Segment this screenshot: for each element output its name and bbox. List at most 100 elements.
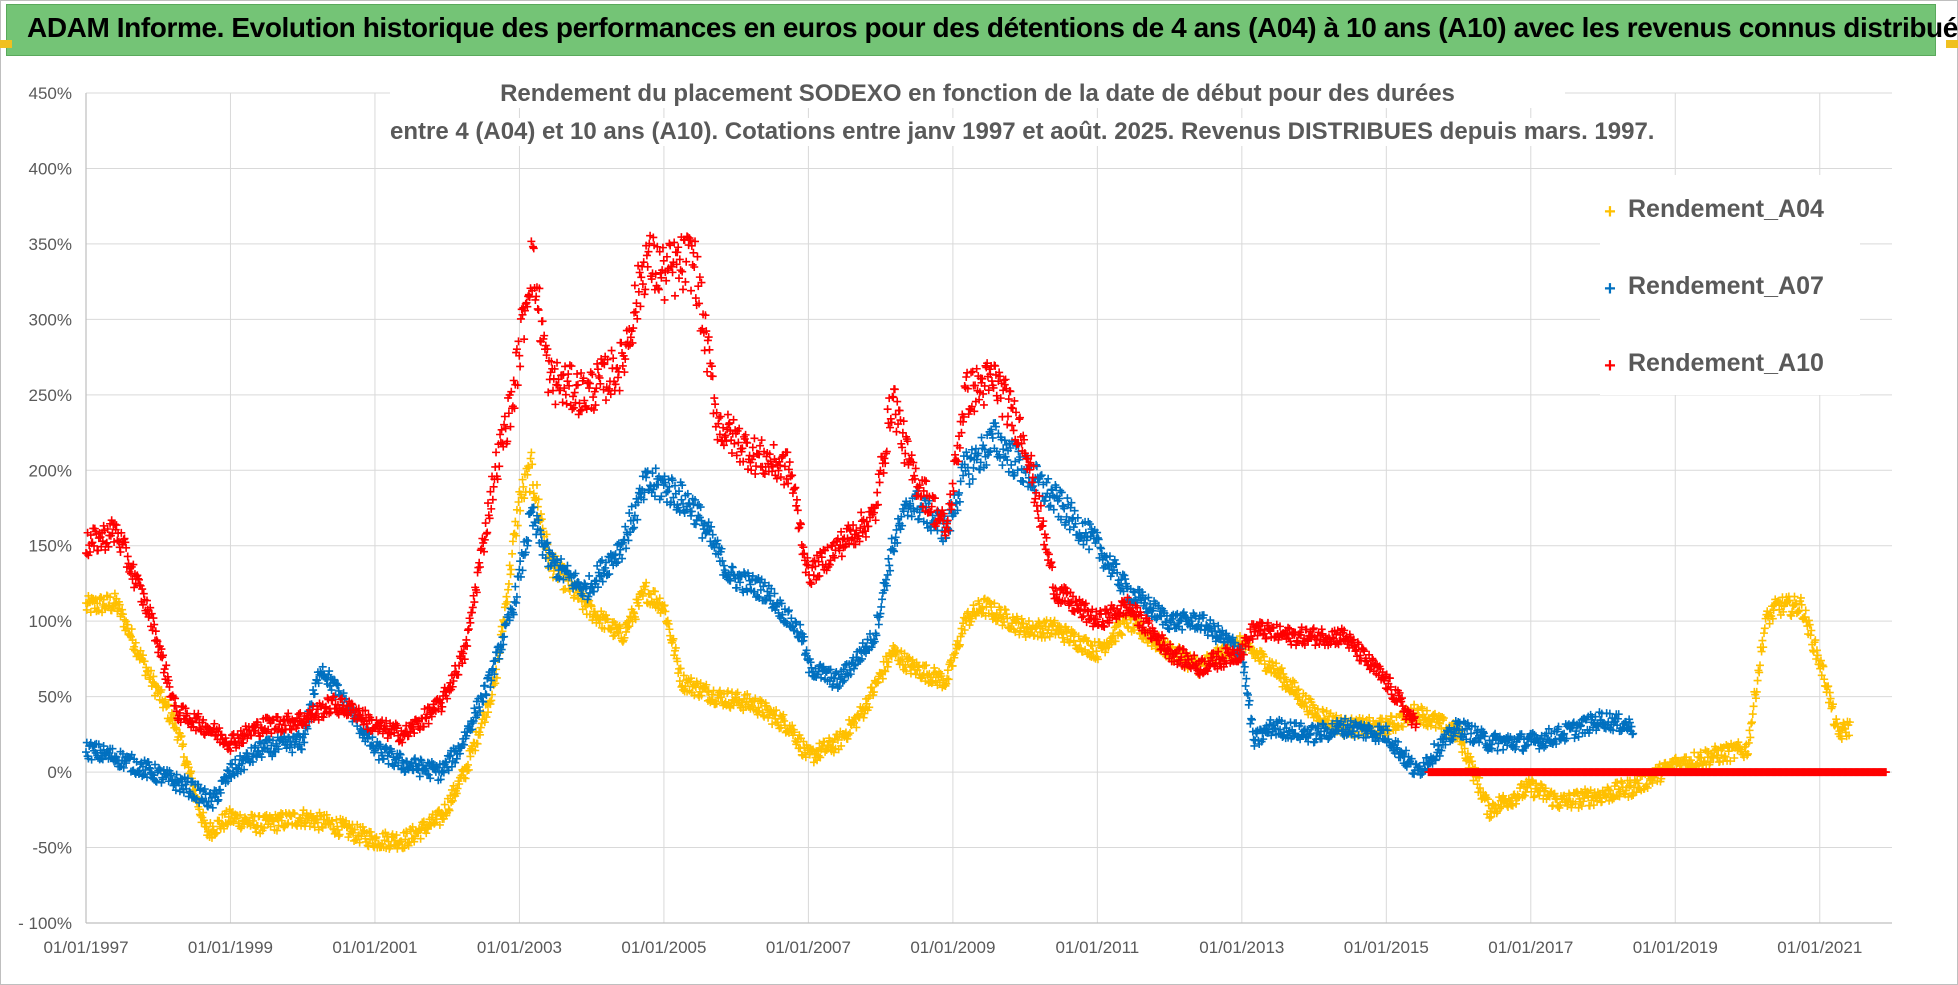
scatter-point-a04 — [1437, 724, 1446, 733]
scatter-point-a07 — [495, 654, 504, 663]
scatter-point-a04 — [776, 723, 785, 732]
scatter-point-a10 — [708, 372, 717, 381]
scatter-point-a04 — [199, 808, 208, 817]
scatter-point-a04 — [260, 823, 269, 832]
scatter-point-a04 — [859, 713, 868, 722]
scatter-point-a04 — [1467, 757, 1476, 766]
scatter-point-a04 — [653, 598, 662, 607]
scatter-point-a10 — [588, 370, 597, 379]
scatter-point-a04 — [874, 678, 883, 687]
scatter-point-a04 — [671, 643, 680, 652]
scatter-point-a04 — [614, 629, 623, 638]
y-tick-label: 100% — [29, 612, 72, 631]
scatter-point-a07 — [395, 749, 404, 758]
scatter-point-a07 — [97, 754, 106, 763]
scatter-point-a04 — [757, 697, 766, 706]
scatter-point-a04 — [397, 837, 406, 846]
scatter-point-a10 — [676, 266, 685, 275]
corner-marker — [0, 40, 12, 48]
scatter-point-a04 — [845, 729, 854, 738]
scatter-point-a07 — [416, 755, 425, 764]
scatter-point-a04 — [523, 470, 532, 479]
scatter-point-a07 — [462, 731, 471, 740]
scatter-point-a07 — [151, 760, 160, 769]
scatter-point-a04 — [990, 599, 999, 608]
scatter-point-a04 — [673, 657, 682, 666]
scatter-point-a04 — [1541, 784, 1550, 793]
scatter-point-a10 — [723, 410, 732, 419]
scatter-point-a04 — [386, 842, 395, 851]
scatter-point-a10 — [529, 244, 538, 253]
scatter-point-a04 — [362, 837, 371, 846]
scatter-point-a04 — [1024, 617, 1033, 626]
scatter-point-a04 — [298, 811, 307, 820]
scatter-point-a04 — [829, 748, 838, 757]
scatter-point-a10 — [564, 370, 573, 379]
scatter-point-a04 — [650, 587, 659, 596]
scatter-point-a04 — [1586, 786, 1595, 795]
scatter-point-a07 — [719, 561, 728, 570]
scatter-point-a10 — [703, 367, 712, 376]
scatter-point-a04 — [284, 819, 293, 828]
scatter-point-a04 — [118, 605, 127, 614]
scatter-point-a04 — [796, 744, 805, 753]
scatter-point-a04 — [179, 752, 188, 761]
scatter-point-a04 — [290, 810, 299, 819]
scatter-point-a07 — [119, 763, 128, 772]
scatter-point-a10 — [287, 725, 296, 734]
scatter-point-a07 — [512, 598, 521, 607]
scatter-point-a04 — [1755, 661, 1764, 670]
scatter-point-a07 — [452, 754, 461, 763]
scatter-point-a04 — [463, 760, 472, 769]
scatter-point-a07 — [524, 536, 533, 545]
scatter-point-a07 — [499, 640, 508, 649]
scatter-point-a04 — [1779, 607, 1788, 616]
scatter-point-a04 — [1811, 636, 1820, 645]
scatter-point-a04 — [1608, 795, 1617, 804]
scatter-point-a07 — [482, 691, 491, 700]
scatter-point-a07 — [480, 681, 489, 690]
scatter-point-a07 — [396, 750, 405, 759]
scatter-point-a04 — [1796, 593, 1805, 602]
scatter-point-a07 — [477, 692, 486, 701]
scatter-point-a04 — [780, 716, 789, 725]
scatter-point-a10 — [687, 286, 696, 295]
scatter-point-a04 — [762, 701, 771, 710]
scatter-point-a04 — [252, 828, 261, 837]
scatter-point-a10 — [689, 248, 698, 257]
scatter-point-a07 — [1243, 690, 1252, 699]
scatter-point-a07 — [118, 749, 127, 758]
scatter-point-a04 — [1040, 633, 1049, 642]
scatter-point-a04 — [948, 661, 957, 670]
scatter-point-a04 — [865, 703, 874, 712]
scatter-point-a04 — [665, 625, 674, 634]
scatter-point-a04 — [1765, 619, 1774, 628]
scatter-point-a10 — [466, 618, 475, 627]
scatter-point-a04 — [676, 664, 685, 673]
scatter-point-a04 — [922, 661, 931, 670]
scatter-point-a04 — [1758, 636, 1767, 645]
scatter-point-a04 — [187, 767, 196, 776]
scatter-point-a04 — [1845, 718, 1854, 727]
scatter-point-a04 — [1466, 752, 1475, 761]
scatter-point-a04 — [371, 834, 380, 843]
scatter-point-a04 — [743, 690, 752, 699]
scatter-point-a07 — [274, 745, 283, 754]
scatter-point-a10 — [567, 362, 576, 371]
scatter-point-a07 — [422, 764, 431, 773]
scatter-point-a10 — [481, 519, 490, 528]
scatter-point-a10 — [695, 273, 704, 282]
scatter-point-a07 — [198, 796, 207, 805]
scatter-point-a07 — [324, 670, 333, 679]
scatter-point-a07 — [516, 557, 525, 566]
scatter-point-a04 — [464, 765, 473, 774]
scatter-point-a07 — [257, 753, 266, 762]
scatter-point-a07 — [536, 526, 545, 535]
scatter-point-a04 — [772, 706, 781, 715]
scatter-point-a04 — [1385, 727, 1394, 736]
scatter-point-a04 — [448, 796, 457, 805]
scatter-point-a07 — [991, 419, 1000, 428]
scatter-point-a04 — [1813, 651, 1822, 660]
scatter-point-a04 — [486, 700, 495, 709]
scatter-point-a04 — [1023, 622, 1032, 631]
